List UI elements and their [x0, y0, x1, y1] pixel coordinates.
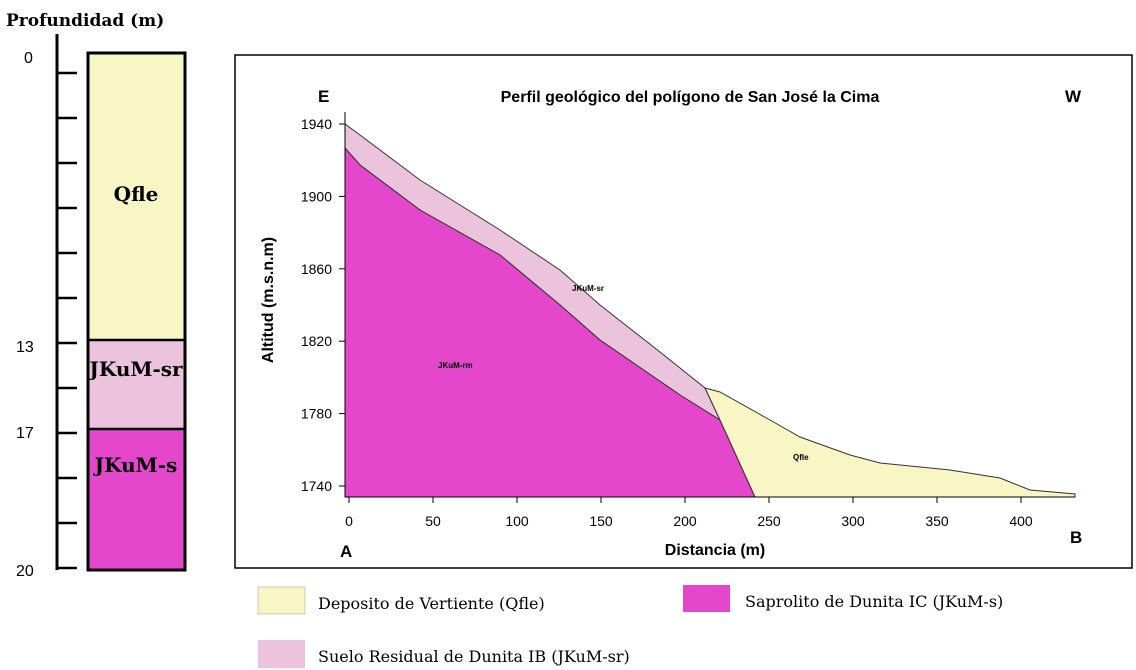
layer-label: JKuM-s: [93, 453, 178, 477]
profile-title: Perfil geológico del polígono de San Jos…: [501, 89, 880, 106]
depth-label: 0: [24, 50, 33, 67]
layer-label: JKuM-sr: [87, 357, 183, 381]
y-axis-label: Altitud (m.s.n.m): [260, 237, 277, 363]
unit-label: JKuM-sr: [572, 284, 604, 293]
direction-label: E: [318, 87, 329, 106]
x-tick-label: 300: [841, 513, 865, 529]
x-tick-label: 400: [1009, 513, 1033, 529]
unit-label: JKuM-rm: [438, 361, 473, 370]
legend-swatch: [258, 640, 305, 668]
legend-text: Suelo Residual de Dunita IB (JKuM-sr): [318, 647, 630, 666]
y-tick-label: 1740: [301, 478, 332, 494]
y-tick-label: 1860: [301, 261, 332, 277]
point-label: A: [340, 542, 352, 561]
x-tick-label: 350: [925, 513, 949, 529]
x-tick-label: 250: [757, 513, 781, 529]
layer-label: Qfle: [114, 182, 159, 206]
x-tick-label: 150: [589, 513, 613, 529]
depth-label: 17: [16, 425, 34, 442]
legend-text: Deposito de Vertiente (Qfle): [318, 594, 545, 613]
direction-label: W: [1065, 87, 1082, 106]
y-tick-label: 1940: [301, 116, 332, 132]
point-label: B: [1070, 528, 1082, 547]
layer-s: [88, 429, 185, 570]
page: Profundidad (m) Qfle JKuM-sr JKuM-s 0 13…: [0, 0, 1136, 670]
x-axis-label: Distancia (m): [665, 542, 765, 559]
x-tick-label: 100: [505, 513, 529, 529]
layer-sr: [88, 340, 185, 429]
column-title: Profundidad (m): [6, 11, 164, 31]
legend-swatch: [258, 587, 305, 614]
legend-swatch: [683, 585, 730, 612]
y-tick-label: 1820: [301, 333, 332, 349]
x-tick-label: 50: [425, 513, 441, 529]
depth-label: 13: [16, 339, 34, 356]
legend-text: Saprolito de Dunita IC (JKuM-s): [745, 592, 1003, 611]
unit-label: Qfle: [793, 453, 809, 462]
depth-label: 20: [16, 563, 34, 580]
y-tick-label: 1900: [301, 188, 332, 204]
y-tick-label: 1780: [301, 406, 332, 422]
x-tick-label: 200: [673, 513, 697, 529]
x-tick-label: 0: [345, 513, 353, 529]
